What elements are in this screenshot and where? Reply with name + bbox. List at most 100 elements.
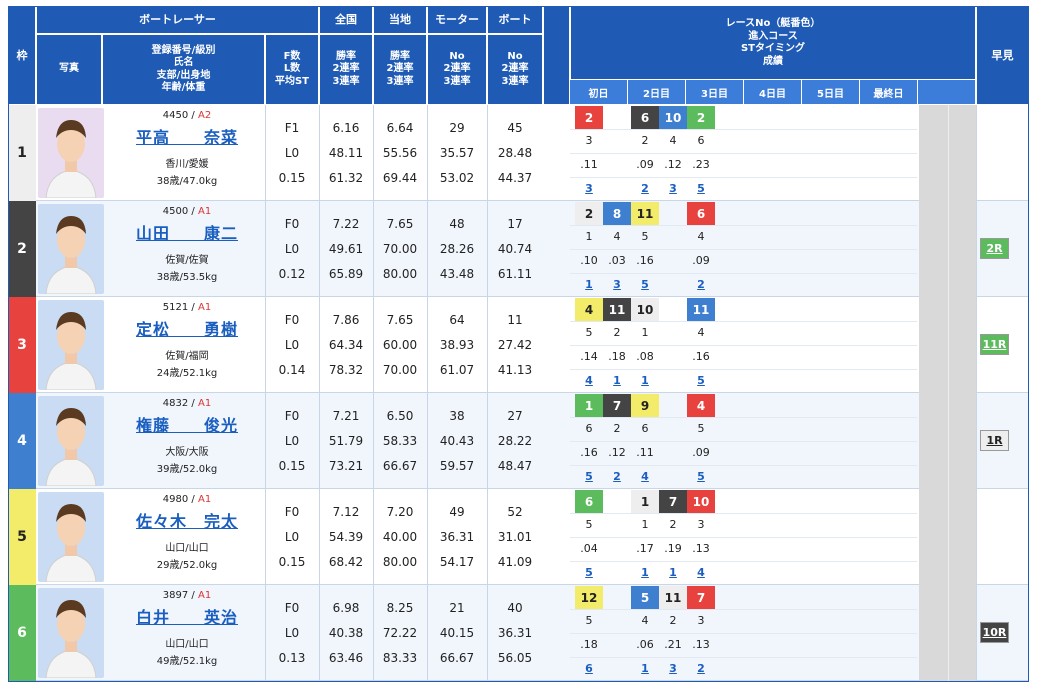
race-number-badge: 1 (631, 490, 659, 513)
national-win-rate: 6.98 (332, 600, 360, 615)
boat-values: 40 36.31 56.05 (487, 585, 543, 681)
entry-course: 5 (585, 614, 593, 627)
early-race-button[interactable]: 2R (980, 238, 1009, 259)
entry-course: 5 (641, 230, 649, 243)
early-race-button[interactable]: 1R (980, 430, 1009, 451)
race-number-badge: 7 (603, 394, 631, 417)
frame-number: 4 (8, 393, 36, 489)
racer-header: ボートレーサー (36, 6, 319, 34)
boat-values: 45 28.48 44.37 (487, 105, 543, 201)
race-result-link[interactable]: 3 (669, 182, 677, 195)
race-result-link[interactable]: 5 (585, 470, 593, 483)
national-values: 7.21 51.79 73.21 (319, 393, 373, 489)
frame-number: 5 (8, 489, 36, 585)
race-result-link[interactable]: 4 (697, 566, 705, 579)
local-win-rate: 6.64 (386, 120, 414, 135)
column-divider (265, 105, 266, 201)
race-number-badge: 8 (603, 202, 631, 225)
race-result-link[interactable]: 1 (641, 662, 649, 675)
race-result-link[interactable]: 1 (641, 566, 649, 579)
st-timing: .18 (608, 350, 626, 363)
race-result-link[interactable]: 1 (641, 374, 649, 387)
avg-st: 0.15 (278, 171, 306, 186)
day-header-row: 初日 2日目 3日目 4日目 5日目 最終日 (570, 80, 976, 104)
age-weight: 29歳/52.0kg (156, 560, 218, 571)
race-result-link[interactable]: 5 (697, 470, 705, 483)
local-header: 当地 (373, 6, 427, 34)
race-number-badge: 11 (659, 586, 687, 609)
column-divider (265, 585, 266, 681)
result-row-line (570, 273, 917, 274)
race-result-link[interactable]: 3 (669, 662, 677, 675)
column-divider (373, 201, 374, 297)
flst-values: F0 L0 0.12 (265, 201, 319, 297)
race-result-link[interactable]: 1 (669, 566, 677, 579)
race-result-link[interactable]: 5 (585, 566, 593, 579)
local-win-rate: 6.50 (386, 408, 414, 423)
race-result-link[interactable]: 1 (585, 278, 593, 291)
column-divider (976, 585, 977, 681)
boat-2rate: 27.42 (497, 337, 533, 352)
st-timing: .18 (580, 638, 598, 651)
registration: 4450 / A2 (106, 110, 268, 121)
race-result-link[interactable]: 2 (641, 182, 649, 195)
boat-no: 45 (507, 120, 523, 135)
race-result-link[interactable]: 2 (613, 470, 621, 483)
column-divider (427, 393, 428, 489)
boat-3rate: 48.47 (497, 459, 533, 474)
local-3rate: 70.00 (382, 363, 418, 378)
race-result-link[interactable]: 4 (641, 470, 649, 483)
race-number-badge: 2 (687, 106, 715, 129)
early-race-button[interactable]: 10R (980, 622, 1009, 643)
motor-no: 38 (449, 408, 465, 423)
race-number-badge: 10 (659, 106, 687, 129)
branch-origin: 香川/愛媛 (165, 159, 209, 170)
race-number-badge: 4 (575, 298, 603, 321)
local-win-rate: 7.20 (386, 504, 414, 519)
day-tab-3: 3日目 (686, 80, 744, 104)
racer-name-link[interactable]: 平高 奈菜 (135, 128, 238, 147)
race-result-link[interactable]: 3 (613, 278, 621, 291)
entry-course: 2 (669, 614, 677, 627)
age-weight: 38歳/47.0kg (156, 176, 218, 187)
flst-values: F0 L0 0.13 (265, 585, 319, 681)
local-3rate: 66.67 (382, 459, 418, 474)
racer-name-link[interactable]: 定松 勇樹 (135, 320, 238, 339)
race-number-badge: 10 (687, 490, 715, 513)
race-result-link[interactable]: 2 (697, 662, 705, 675)
day-spacer (918, 80, 976, 104)
race-result-link[interactable]: 5 (641, 278, 649, 291)
local-3rate: 83.33 (382, 651, 418, 666)
column-divider (487, 393, 488, 489)
local-values: 6.50 58.33 66.67 (373, 393, 427, 489)
race-number-badge: 12 (575, 586, 603, 609)
racer-name-link[interactable]: 白井 英治 (135, 608, 238, 627)
boat-no: 27 (507, 408, 523, 423)
race-result-link[interactable]: 1 (613, 374, 621, 387)
racer-name-link[interactable]: 佐々木 完太 (135, 512, 238, 531)
st-timing: .21 (664, 638, 682, 651)
shade-divider (948, 585, 949, 681)
motor-no: 64 (449, 312, 465, 327)
race-result-link[interactable]: 3 (585, 182, 593, 195)
racer-name-link[interactable]: 山田 康二 (135, 224, 238, 243)
result-row-line (570, 369, 917, 370)
l-count: L0 (284, 625, 300, 640)
racer-profile: 3897 / A1 白井 英治 山口/山口 49歳/52.1kg (106, 585, 268, 681)
early-race-button[interactable]: 11R (980, 334, 1009, 355)
race-result-link[interactable]: 4 (585, 374, 593, 387)
race-result-link[interactable]: 5 (697, 182, 705, 195)
avg-st: 0.15 (278, 459, 306, 474)
race-result-link[interactable]: 2 (697, 278, 705, 291)
entry-course: 2 (613, 326, 621, 339)
racer-name-link[interactable]: 権藤 俊光 (135, 416, 238, 435)
race-result-link[interactable]: 5 (697, 374, 705, 387)
result-row-line (570, 537, 917, 538)
racer-profile: 4832 / A1 権藤 俊光 大阪/大阪 39歳/52.0kg (106, 393, 268, 489)
race-result-link[interactable]: 6 (585, 662, 593, 675)
boat-3rate: 41.13 (497, 363, 533, 378)
race-number-badge: 9 (631, 394, 659, 417)
local-win-rate: 8.25 (386, 600, 414, 615)
frame-number: 2 (8, 201, 36, 297)
flst-values: F0 L0 0.14 (265, 297, 319, 393)
